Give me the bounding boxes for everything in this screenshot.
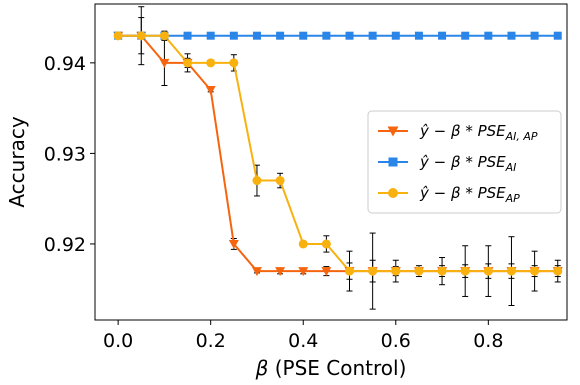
data-point: [438, 31, 447, 40]
plot-frame: [94, 3, 568, 321]
data-point: [484, 31, 493, 40]
data-point: [229, 58, 239, 68]
data-point: [553, 31, 562, 40]
y-axis-label: Accuracy: [5, 116, 29, 207]
data-point: [321, 267, 332, 277]
data-point: [159, 31, 169, 41]
data-point: [298, 239, 308, 249]
data-point: [368, 31, 377, 40]
x-tick-label: 0.2: [196, 330, 226, 352]
x-axis-label: β (PSE Control): [255, 356, 407, 380]
data-point: [252, 31, 261, 40]
data-point: [460, 266, 470, 276]
data-point: [388, 157, 398, 167]
data-point: [299, 31, 308, 40]
y-tick-label: 0.94: [44, 53, 86, 75]
data-point: [530, 31, 539, 40]
data-point: [298, 267, 309, 277]
data-point: [388, 188, 398, 198]
axes-layer: 0.0 0.2 0.4 0.6 0.8 0.92 0.93 0.94 β (PSE Contro…: [5, 3, 568, 380]
data-point: [206, 31, 215, 40]
legend: ŷ − β * PSEAI, AP ŷ − β * PSEAI ŷ − β * PS…: [367, 110, 562, 214]
data-point: [251, 267, 262, 277]
data-point: [183, 31, 192, 40]
data-point: [321, 239, 331, 249]
legend-label: ŷ − β * PSEAP: [419, 184, 520, 205]
data-point: [228, 239, 239, 249]
data-point: [507, 31, 516, 40]
data-point: [368, 266, 378, 276]
data-point: [391, 266, 401, 276]
data-point: [275, 176, 285, 186]
data-point: [206, 58, 216, 68]
data-point: [414, 266, 424, 276]
data-point: [437, 266, 447, 276]
data-point: [229, 31, 238, 40]
data-point: [275, 267, 286, 277]
data-point: [391, 31, 400, 40]
legend-box: [367, 110, 562, 214]
data-point: [530, 266, 540, 276]
y-tick-label: 0.93: [44, 143, 86, 165]
x-tick-label: 0.0: [103, 330, 133, 352]
x-tick-label: 0.8: [473, 330, 503, 352]
data-point: [183, 58, 193, 68]
data-point: [553, 266, 563, 276]
data-point: [113, 31, 123, 41]
data-point: [345, 266, 355, 276]
data-point: [506, 266, 516, 276]
data-point: [252, 176, 262, 186]
data-point: [322, 31, 331, 40]
data-point: [205, 86, 216, 96]
x-tick-label: 0.4: [288, 330, 318, 352]
data-point: [414, 31, 423, 40]
y-tick-label: 0.92: [44, 234, 86, 256]
legend-label: ŷ − β * PSEAI: [419, 153, 516, 174]
data-point: [345, 31, 354, 40]
data-point: [483, 266, 493, 276]
x-tick-label: 0.6: [381, 330, 411, 352]
data-point: [136, 31, 146, 41]
data-point: [461, 31, 470, 40]
markers-layer: [113, 31, 563, 277]
data-point: [387, 126, 399, 137]
data-point: [276, 31, 285, 40]
data-point: [159, 58, 170, 68]
legend-label: ŷ − β * PSEAI, AP: [419, 122, 538, 143]
